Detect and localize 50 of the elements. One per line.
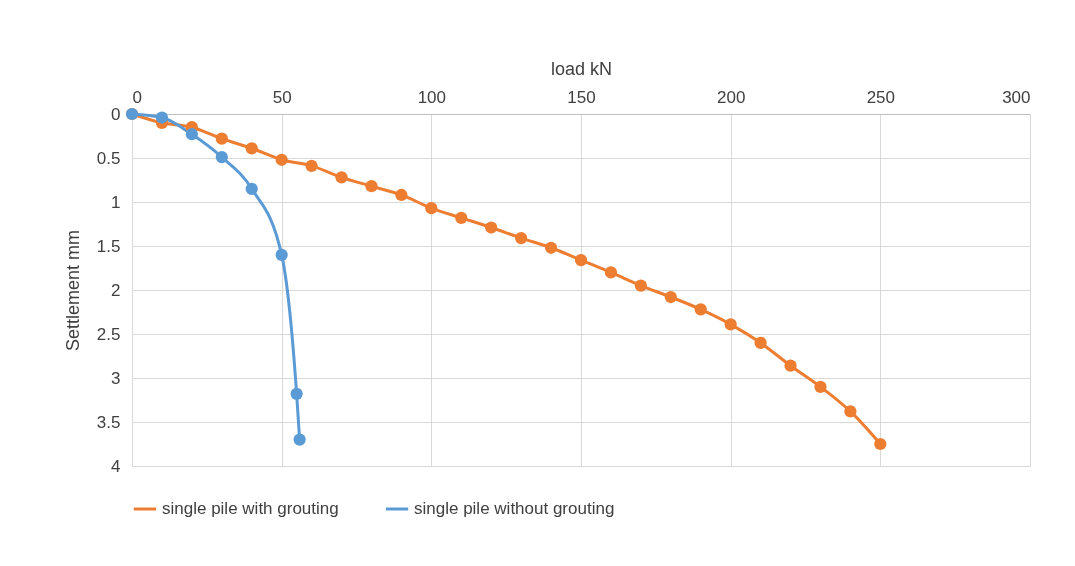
y-tick-label: 2.5 [96,324,121,344]
point [784,359,797,372]
point [754,336,767,349]
point [275,153,288,166]
point [485,221,498,234]
point [694,303,707,316]
y-tick-label: 1 [111,192,121,212]
y-tick-label: 0.5 [96,148,121,168]
point [664,290,677,304]
legend-label: single pile without grouting [414,499,615,518]
y-tick-label: 3 [111,368,121,388]
y-tick-label: 3.5 [96,412,121,432]
x-tick-label: 50 [272,87,292,107]
point [293,433,306,446]
point [574,253,588,267]
x-tick-label: 100 [417,87,447,107]
x-tick-label: 150 [567,87,596,107]
point [634,279,647,292]
point [874,437,887,451]
point [275,248,288,261]
x-tick-label: 200 [716,87,746,107]
point [604,266,618,279]
point [335,171,348,184]
point [305,159,318,173]
y-tick-label: 2 [111,280,121,300]
legend-label: single pile with grouting [162,499,339,518]
x-tick-label: 250 [866,87,896,107]
point [395,188,408,202]
y-tick-label: 0 [111,104,121,124]
point [724,318,737,331]
y-tick-label: 4 [111,456,121,476]
point [425,202,438,215]
point [365,180,378,193]
point [455,211,468,224]
point [185,128,198,141]
point [844,405,857,418]
y-axis-title: Settlement mm [62,229,83,352]
point [544,241,558,254]
x-axis-title: load kN [550,58,613,79]
point [814,380,827,393]
point [215,151,228,164]
point [155,111,169,124]
point [290,387,303,400]
point [515,231,528,245]
point [245,142,258,155]
x-tick-label: 0 [132,87,142,107]
point [215,132,228,145]
point [245,182,258,195]
x-tick-label: 300 [1002,87,1031,107]
y-tick-label: 1.5 [96,236,121,256]
